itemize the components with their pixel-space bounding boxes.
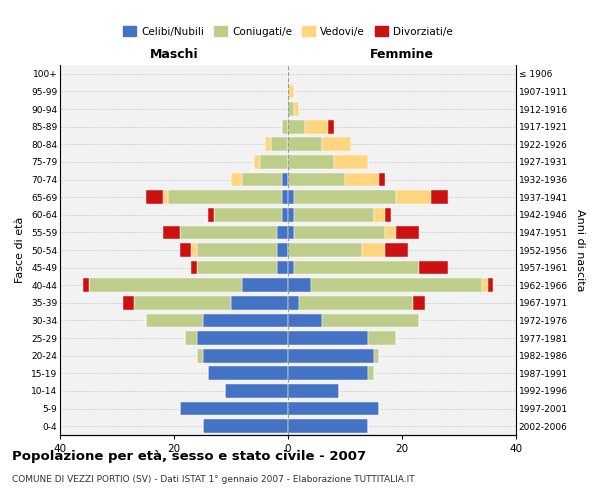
Bar	[373, 208, 385, 222]
Bar	[283, 120, 288, 134]
Bar	[294, 260, 419, 274]
Bar	[362, 243, 385, 257]
Bar	[288, 208, 294, 222]
Bar	[214, 208, 283, 222]
Bar	[208, 208, 214, 222]
Bar	[305, 120, 328, 134]
Bar	[288, 155, 334, 169]
Bar	[83, 278, 89, 292]
Bar	[413, 296, 425, 310]
Y-axis label: Fasce di età: Fasce di età	[16, 217, 25, 283]
Bar	[397, 226, 419, 239]
Bar	[163, 190, 168, 204]
Bar	[191, 243, 197, 257]
Bar	[385, 243, 408, 257]
Text: Maschi: Maschi	[149, 48, 199, 62]
Bar	[168, 190, 283, 204]
Bar	[203, 349, 288, 362]
Bar	[379, 172, 385, 186]
Bar	[299, 296, 413, 310]
Bar	[397, 190, 431, 204]
Bar	[242, 278, 288, 292]
Bar	[328, 120, 334, 134]
Bar	[197, 243, 277, 257]
Bar	[385, 208, 391, 222]
Bar	[146, 314, 203, 328]
Bar	[265, 138, 271, 151]
Bar	[197, 260, 277, 274]
Bar	[197, 349, 203, 362]
Bar	[419, 260, 448, 274]
Text: Femmine: Femmine	[370, 48, 434, 62]
Bar	[197, 331, 288, 345]
Text: COMUNE DI VEZZI PORTIO (SV) - Dati ISTAT 1° gennaio 2007 - Elaborazione TUTTITAL: COMUNE DI VEZZI PORTIO (SV) - Dati ISTAT…	[12, 475, 415, 484]
Text: Popolazione per età, sesso e stato civile - 2007: Popolazione per età, sesso e stato civil…	[12, 450, 366, 463]
Bar	[373, 349, 379, 362]
Bar	[294, 208, 373, 222]
Bar	[231, 296, 288, 310]
Bar	[288, 314, 322, 328]
Bar	[242, 172, 283, 186]
Bar	[294, 226, 385, 239]
Bar	[368, 366, 373, 380]
Bar	[146, 190, 163, 204]
Bar	[277, 226, 288, 239]
Bar	[203, 314, 288, 328]
Bar	[288, 366, 368, 380]
Bar	[185, 331, 197, 345]
Bar	[203, 420, 288, 433]
Bar	[283, 208, 288, 222]
Bar	[288, 102, 294, 116]
Bar	[322, 138, 350, 151]
Bar	[180, 243, 191, 257]
Bar	[231, 172, 242, 186]
Bar	[294, 190, 397, 204]
Bar	[288, 331, 368, 345]
Bar	[385, 226, 396, 239]
Bar	[487, 278, 493, 292]
Bar	[288, 120, 305, 134]
Bar	[288, 138, 322, 151]
Bar	[283, 172, 288, 186]
Bar	[288, 260, 294, 274]
Bar	[254, 155, 260, 169]
Bar	[208, 366, 288, 380]
Bar	[288, 226, 294, 239]
Bar	[163, 226, 180, 239]
Bar	[431, 190, 448, 204]
Y-axis label: Anni di nascita: Anni di nascita	[575, 209, 584, 291]
Bar	[226, 384, 288, 398]
Bar	[345, 172, 379, 186]
Legend: Celibi/Nubili, Coniugati/e, Vedovi/e, Divorziati/e: Celibi/Nubili, Coniugati/e, Vedovi/e, Di…	[119, 22, 457, 40]
Bar	[288, 172, 345, 186]
Bar	[277, 260, 288, 274]
Bar	[322, 314, 419, 328]
Bar	[288, 190, 294, 204]
Bar	[271, 138, 288, 151]
Bar	[334, 155, 368, 169]
Bar	[288, 296, 299, 310]
Bar	[288, 278, 311, 292]
Bar	[288, 402, 379, 415]
Bar	[180, 226, 277, 239]
Bar	[288, 349, 373, 362]
Bar	[180, 402, 288, 415]
Bar	[134, 296, 231, 310]
Bar	[294, 102, 299, 116]
Bar	[277, 243, 288, 257]
Bar	[283, 190, 288, 204]
Bar	[288, 420, 368, 433]
Bar	[482, 278, 487, 292]
Bar	[311, 278, 482, 292]
Bar	[368, 331, 397, 345]
Bar	[191, 260, 197, 274]
Bar	[288, 384, 340, 398]
Bar	[89, 278, 242, 292]
Bar	[288, 243, 362, 257]
Bar	[260, 155, 288, 169]
Bar	[288, 84, 294, 98]
Bar	[122, 296, 134, 310]
